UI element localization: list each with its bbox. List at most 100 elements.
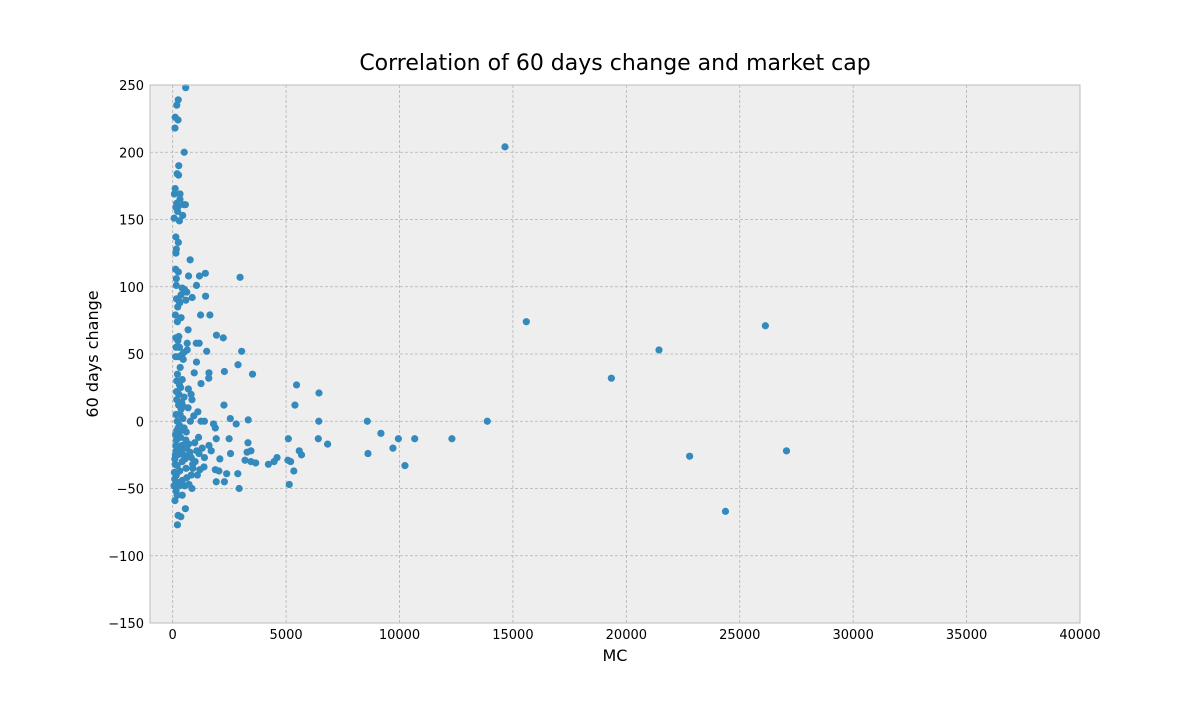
- x-tick-label: 35000: [946, 628, 987, 643]
- data-point: [174, 238, 182, 246]
- data-point: [178, 476, 186, 485]
- data-point: [176, 195, 184, 203]
- data-point: [181, 455, 189, 463]
- data-point: [180, 148, 188, 156]
- data-point: [238, 347, 246, 355]
- data-point: [172, 249, 180, 257]
- data-point: [501, 143, 509, 151]
- data-point: [173, 101, 181, 109]
- data-point: [241, 456, 249, 464]
- data-point: [184, 326, 192, 334]
- data-point: [782, 447, 791, 455]
- data-point: [522, 318, 530, 326]
- data-point: [244, 439, 252, 447]
- x-tick-label: 5000: [270, 628, 303, 643]
- data-point: [192, 281, 201, 290]
- data-point: [206, 311, 214, 319]
- data-point: [196, 311, 205, 319]
- y-tick-label: 200: [119, 146, 144, 161]
- data-point: [177, 433, 185, 441]
- data-point: [394, 435, 402, 443]
- data-point: [172, 233, 180, 241]
- data-point: [284, 456, 292, 464]
- data-point: [183, 288, 191, 296]
- x-tick-label: 40000: [1059, 628, 1100, 643]
- data-point: [176, 190, 184, 198]
- data-point: [174, 171, 183, 179]
- data-point: [607, 374, 615, 382]
- y-tick-label: 0: [136, 415, 144, 430]
- data-point: [183, 339, 191, 347]
- x-tick-label: 0: [169, 628, 177, 643]
- data-point: [184, 272, 193, 280]
- plot-frame: [149, 84, 1081, 624]
- data-point: [173, 491, 181, 499]
- data-point: [264, 460, 273, 468]
- data-point: [212, 435, 220, 443]
- data-point: [175, 162, 183, 170]
- data-point: [207, 447, 215, 455]
- data-point: [188, 293, 196, 302]
- data-point: [197, 417, 205, 425]
- data-point: [174, 336, 182, 345]
- data-point: [198, 444, 206, 452]
- data-point: [173, 521, 182, 529]
- data-point: [172, 353, 180, 361]
- data-point: [195, 272, 204, 280]
- data-point: [315, 417, 323, 425]
- y-tick-label: 50: [127, 348, 144, 363]
- data-point: [223, 470, 231, 478]
- data-point: [170, 190, 179, 198]
- data-point: [401, 462, 409, 470]
- data-point: [173, 377, 181, 385]
- x-tick-label: 20000: [606, 628, 647, 643]
- data-point: [284, 435, 292, 443]
- data-point: [177, 513, 185, 521]
- data-point: [172, 281, 180, 290]
- data-point: [172, 275, 180, 283]
- data-point: [225, 435, 233, 443]
- x-tick-label: 30000: [832, 628, 873, 643]
- data-point: [197, 379, 205, 388]
- data-point: [188, 396, 196, 404]
- data-point: [180, 424, 188, 432]
- x-axis-ticks: 0 5000 10000 15000 20000 25000 30000 35000 40000: [169, 628, 1101, 643]
- data-point: [686, 452, 694, 460]
- data-point: [173, 417, 181, 425]
- data-point: [170, 482, 178, 490]
- data-point: [483, 417, 491, 425]
- data-point: [314, 435, 322, 443]
- data-point: [220, 367, 228, 376]
- data-point: [179, 211, 187, 220]
- data-point: [181, 201, 189, 209]
- data-point: [248, 370, 257, 378]
- data-point: [285, 480, 293, 489]
- data-point: [205, 441, 213, 450]
- data-point: [171, 460, 179, 468]
- data-point: [186, 417, 194, 425]
- data-point: [243, 448, 251, 456]
- data-point: [411, 435, 419, 443]
- data-point: [195, 339, 203, 347]
- data-point: [203, 347, 211, 355]
- data-point: [177, 314, 185, 322]
- data-point: [172, 343, 180, 351]
- data-point: [290, 467, 298, 475]
- data-point: [220, 478, 228, 486]
- data-point: [655, 346, 663, 354]
- data-point: [211, 466, 219, 474]
- x-tick-label: 25000: [719, 628, 760, 643]
- data-point: [219, 334, 227, 342]
- data-point: [186, 256, 194, 264]
- data-point: [171, 451, 180, 459]
- data-point: [377, 429, 385, 437]
- y-axis-ticks: −150 −100 −50 0 50 100 150 200 250: [108, 79, 144, 632]
- data-point: [220, 401, 228, 409]
- data-point: [181, 482, 189, 490]
- y-tick-label: 150: [119, 214, 144, 229]
- data-point: [234, 361, 242, 369]
- data-point: [211, 424, 219, 432]
- data-point: [292, 381, 301, 389]
- data-point: [196, 466, 204, 474]
- data-point: [181, 505, 189, 513]
